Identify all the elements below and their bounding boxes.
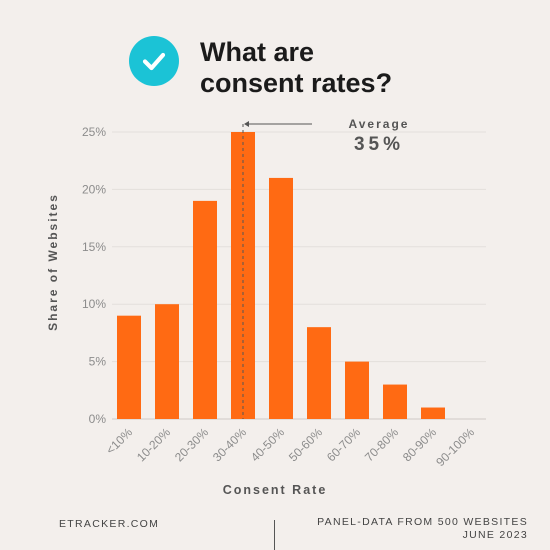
average-annotation: Average 35% xyxy=(242,117,410,419)
bar xyxy=(383,384,407,419)
x-tick-label: 10-20% xyxy=(134,425,173,464)
bar xyxy=(421,407,445,419)
x-tick-label: 30-40% xyxy=(210,425,249,464)
x-tick-labels: <10%10-20%20-30%30-40%40-50%50-60%60-70%… xyxy=(103,425,477,469)
y-tick-label: 20% xyxy=(82,182,106,196)
footer-source-site: ETRACKER.COM xyxy=(59,518,160,530)
bars xyxy=(117,132,445,419)
title-line-1: What are xyxy=(200,37,315,67)
y-tick-label: 5% xyxy=(89,355,107,369)
bar-chart: 0% 5% 10% 15% 20% 25% <10%10-20%20-30%30-40%4… xyxy=(46,117,486,497)
bar xyxy=(269,177,293,419)
average-label: Average xyxy=(349,117,410,131)
y-tick-labels: 0% 5% 10% 15% 20% 25% xyxy=(82,125,106,426)
x-tick-label: <10% xyxy=(103,425,135,457)
footer-note-line-2: JUNE 2023 xyxy=(462,529,528,541)
bar xyxy=(307,327,331,419)
footer-divider xyxy=(274,520,275,550)
chart-header: What are consent rates? xyxy=(129,36,392,98)
x-tick-label: 90-100% xyxy=(433,425,477,469)
x-tick-label: 60-70% xyxy=(324,425,363,464)
bar xyxy=(155,304,179,419)
title-line-2: consent rates? xyxy=(200,68,393,98)
footer-source-note: PANEL-DATA FROM 500 WEBSITES JUNE 2023 xyxy=(317,516,528,542)
average-value: 35% xyxy=(354,134,404,155)
y-tick-label: 15% xyxy=(82,240,106,254)
checkmark-icon xyxy=(142,52,166,71)
check-circle-icon xyxy=(129,36,179,86)
bar xyxy=(193,200,217,419)
x-tick-label: 50-60% xyxy=(286,425,325,464)
y-tick-label: 25% xyxy=(82,125,106,139)
y-axis-label: Share of Websites xyxy=(46,193,60,331)
y-tick-label: 10% xyxy=(82,297,106,311)
x-tick-label: 20-30% xyxy=(172,425,211,464)
x-tick-label: 40-50% xyxy=(248,425,287,464)
bar xyxy=(117,315,141,419)
chart-title: What are consent rates? xyxy=(200,37,392,99)
footer-note-line-1: PANEL-DATA FROM 500 WEBSITES xyxy=(317,516,528,528)
arrow-head-icon xyxy=(244,121,249,127)
x-tick-label: 70-80% xyxy=(362,425,401,464)
y-tick-label: 0% xyxy=(89,412,107,426)
bar xyxy=(345,361,369,419)
x-axis-label: Consent Rate xyxy=(223,483,328,497)
